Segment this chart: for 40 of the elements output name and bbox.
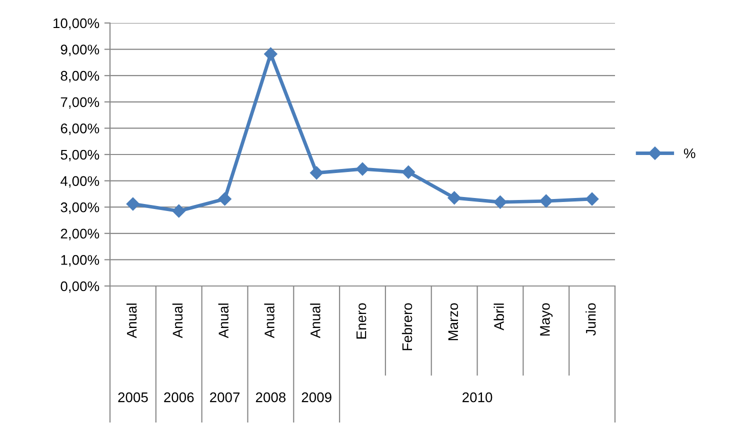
- y-tick-label: 7,00%: [60, 97, 100, 109]
- y-tick-label: 2,00%: [60, 228, 100, 240]
- text: 2008: [256, 392, 286, 402]
- x-tick-label: Anual: [310, 304, 320, 338]
- y-tick-label: 0,00%: [60, 281, 100, 293]
- point: [356, 162, 370, 176]
- text: 2010: [462, 392, 492, 402]
- x-tick-label: Febrero: [402, 303, 412, 350]
- point: [494, 196, 507, 209]
- point: [126, 197, 140, 211]
- y-tick-label: 5,00%: [60, 150, 100, 162]
- point: [218, 192, 232, 206]
- y-tick-label: 6,00%: [60, 124, 100, 136]
- point: [310, 166, 324, 180]
- x-tick-label: Anual: [218, 304, 228, 338]
- y-tick-label: 9,00%: [60, 44, 100, 56]
- point: [585, 192, 599, 206]
- x-tick-label: Enero: [356, 303, 366, 339]
- point: [264, 47, 278, 61]
- point: [540, 194, 553, 208]
- legend-label: %: [684, 148, 696, 158]
- y-tick-label: 10,00%: [54, 18, 100, 30]
- point: [402, 166, 415, 179]
- point: [448, 191, 461, 204]
- text: 2006: [164, 392, 194, 402]
- x-tick-label: Anual: [126, 304, 137, 338]
- y-tick-label: 1,00%: [61, 255, 100, 267]
- x-tick-label: Marzo: [448, 303, 458, 340]
- text: 2005: [118, 392, 148, 402]
- text: 2009: [302, 392, 332, 402]
- x-tick-label: Anual: [264, 304, 274, 338]
- y-tick-label: 8,00%: [60, 70, 100, 82]
- point: [172, 204, 186, 218]
- x-tick-label: Abril: [494, 304, 504, 330]
- x-tick-label: Mayo: [540, 303, 553, 336]
- text: 2007: [210, 392, 240, 402]
- x-tick-label: Junio: [586, 303, 596, 336]
- y-tick-label: 3,00%: [60, 202, 100, 214]
- x-tick-label: Anual: [172, 304, 183, 338]
- y-tick-label: 4,00%: [60, 176, 100, 188]
